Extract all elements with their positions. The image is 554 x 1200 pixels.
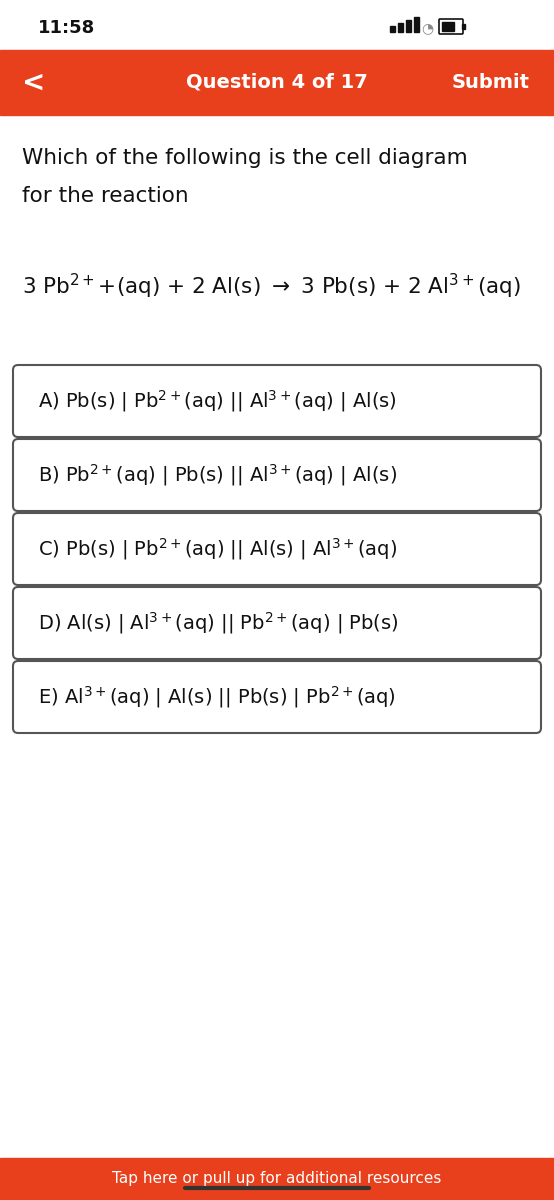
Text: for the reaction: for the reaction	[22, 186, 188, 206]
Text: B) Pb$^{2+}$(aq) | Pb(s) || Al$^{3+}$(aq) | Al(s): B) Pb$^{2+}$(aq) | Pb(s) || Al$^{3+}$(aq…	[38, 462, 397, 488]
Text: A) Pb(s) | Pb$^{2+}$(aq) || Al$^{3+}$(aq) | Al(s): A) Pb(s) | Pb$^{2+}$(aq) || Al$^{3+}$(aq…	[38, 388, 397, 414]
Bar	[0, 50, 554, 115]
Bar	[442, 22, 454, 31]
Text: Question 4 of 17: Question 4 of 17	[186, 73, 368, 92]
Bar	[390, 26, 395, 32]
Bar	[0, 0, 554, 50]
FancyBboxPatch shape	[13, 365, 541, 437]
Text: 3 Pb$^{2+}$+(aq) + 2 Al(s) $\rightarrow$ 3 Pb(s) + 2 Al$^{3+}$(aq): 3 Pb$^{2+}$+(aq) + 2 Al(s) $\rightarrow$…	[22, 272, 521, 301]
Text: C) Pb(s) | Pb$^{2+}$(aq) || Al(s) | Al$^{3+}$(aq): C) Pb(s) | Pb$^{2+}$(aq) || Al(s) | Al$^…	[38, 536, 397, 562]
Text: 11:58: 11:58	[38, 19, 95, 37]
Text: Which of the following is the cell diagram: Which of the following is the cell diagr…	[22, 148, 468, 168]
Text: D) Al(s) | Al$^{3+}$(aq) || Pb$^{2+}$(aq) | Pb(s): D) Al(s) | Al$^{3+}$(aq) || Pb$^{2+}$(aq…	[38, 610, 399, 636]
FancyBboxPatch shape	[13, 439, 541, 511]
Bar	[406, 20, 411, 32]
FancyBboxPatch shape	[13, 661, 541, 733]
Bar	[0, 1158, 554, 1200]
Bar	[398, 23, 403, 32]
Bar	[462, 24, 465, 29]
Text: <: <	[22, 68, 45, 96]
FancyBboxPatch shape	[439, 19, 463, 34]
FancyBboxPatch shape	[13, 514, 541, 584]
Text: ◔: ◔	[421, 20, 433, 35]
Bar	[414, 17, 419, 32]
Text: Tap here or pull up for additional resources: Tap here or pull up for additional resou…	[112, 1171, 442, 1187]
Text: E) Al$^{3+}$(aq) | Al(s) || Pb(s) | Pb$^{2+}$(aq): E) Al$^{3+}$(aq) | Al(s) || Pb(s) | Pb$^…	[38, 684, 396, 710]
Text: Submit: Submit	[452, 73, 530, 92]
FancyBboxPatch shape	[13, 587, 541, 659]
